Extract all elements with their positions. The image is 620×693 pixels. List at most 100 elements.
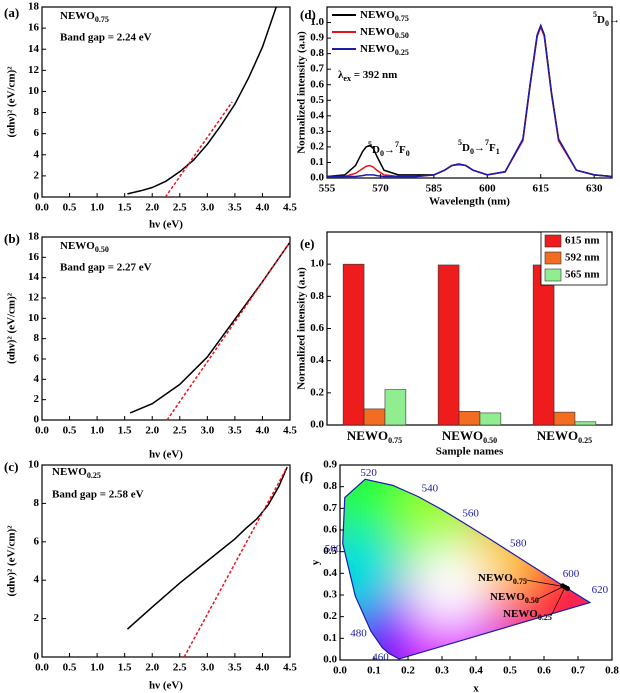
y-tick-label: 0.5 — [310, 94, 324, 106]
y-tick-label: 0.9 — [323, 459, 337, 471]
x-tick-label: 1.5 — [118, 202, 132, 214]
x-tick-label: 1.0 — [90, 202, 104, 214]
line-series — [127, 6, 277, 195]
y-tick-label: 0.0 — [323, 654, 337, 666]
x-tick-label: 0.8 — [605, 665, 619, 677]
y-tick-label: 0.2 — [310, 140, 324, 152]
point — [564, 586, 570, 591]
legend-label: 615 nm — [565, 235, 600, 247]
y-tick-label: 12 — [28, 292, 40, 304]
cie-blob — [342, 528, 402, 619]
y-tick-label: 0 — [34, 191, 40, 203]
y-tick-label: 12 — [28, 64, 40, 76]
x-tick-label: 0.5 — [63, 202, 77, 214]
x-tick-label: 555 — [319, 183, 336, 195]
annotation: Band gap = 2.58 eV — [52, 489, 144, 501]
x-tick-label: 2.5 — [173, 425, 187, 437]
y-tick-label: 0.8 — [310, 290, 324, 302]
annotation: NEWO0.50 — [60, 240, 109, 255]
x-tick-label: 3.0 — [200, 202, 214, 214]
bar — [532, 264, 555, 426]
x-tick-label: 0.7 — [571, 665, 585, 677]
y-tick-label: 16 — [28, 22, 40, 34]
y-tick-label: 10 — [28, 85, 40, 97]
y-tick-label: 0.0 — [310, 419, 324, 431]
cie-blend — [342, 479, 590, 659]
y-tick-label: 0.6 — [310, 78, 324, 90]
line-series — [129, 241, 291, 414]
x-tick-label: 0.1 — [367, 665, 381, 677]
wavelength-label: 540 — [422, 482, 439, 494]
legend-label: NEWO0.25 — [360, 43, 409, 58]
y-axis-label: y — [310, 559, 322, 565]
x-tick-label: 0.5 — [63, 425, 77, 437]
y-tick-label: 6 — [34, 127, 40, 139]
y-tick-label: 8 — [34, 497, 40, 509]
x-tick-label: 2.0 — [145, 662, 159, 674]
panel-label: (d) — [300, 7, 316, 22]
y-tick-label: 14 — [28, 271, 40, 283]
legend-swatch — [544, 268, 562, 282]
panel-label: (f) — [300, 469, 313, 484]
x-axis-label: Wavelength (nm) — [429, 196, 510, 208]
wavelength-label: 500 — [325, 543, 342, 555]
y-tick-label: 6 — [34, 353, 40, 365]
annotation: λex = 392 nm — [338, 69, 397, 84]
legend-swatch — [544, 234, 562, 248]
x-axis-label: hν (eV) — [149, 680, 183, 692]
x-tick-label: 615 — [533, 183, 550, 195]
y-tick-label: 4 — [34, 373, 40, 385]
x-tick-label: 0.0 — [333, 665, 347, 677]
x-tick-label: 4.5 — [283, 425, 297, 437]
line-series — [164, 101, 233, 198]
annotation: 5D0→7F2 — [593, 10, 620, 28]
x-tick-label: 2.5 — [173, 662, 187, 674]
y-tick-label: 2 — [34, 612, 40, 624]
y-tick-label: 14 — [28, 43, 40, 55]
x-tick-label: 3.5 — [228, 425, 242, 437]
annotation: NEWO0.25 — [503, 608, 552, 623]
bar — [342, 263, 365, 426]
x-tick-label: 0.0 — [35, 202, 49, 214]
y-tick-label: 1.0 — [310, 258, 324, 270]
bar — [553, 411, 576, 426]
annotation: Band gap = 2.24 eV — [60, 32, 152, 44]
y-tick-label: 0 — [34, 651, 40, 663]
panel-label: (e) — [300, 236, 314, 251]
wavelength-label: 480 — [350, 628, 367, 640]
spectral-locus — [342, 478, 592, 660]
y-tick-label: 4 — [34, 148, 40, 160]
annotation: 5D0→7F1 — [458, 138, 500, 156]
y-tick-label: 0.5 — [323, 545, 337, 557]
y-axis-label: Normalized intensity (a.u) — [296, 31, 308, 154]
y-tick-label: 0.4 — [323, 567, 337, 579]
wavelength-label: 620 — [592, 584, 609, 596]
y-tick-label: 0.6 — [323, 524, 337, 536]
x-axis-label: Sample names — [436, 446, 504, 458]
y-tick-label: 0.3 — [310, 125, 324, 137]
annotation-arrow — [537, 586, 563, 600]
x-tick-label: 1.0 — [90, 425, 104, 437]
y-tick-label: 0.4 — [310, 109, 324, 121]
x-tick-label: 0.0 — [35, 662, 49, 674]
y-axis-label: Normalized intensity (a.u) — [296, 267, 308, 390]
y-tick-label: 4 — [34, 574, 40, 586]
y-tick-label: 0.1 — [323, 632, 337, 644]
annotation: NEWO0.25 — [52, 466, 101, 481]
y-tick-label: 8 — [34, 106, 40, 118]
bar — [363, 408, 386, 426]
x-tick-label: NEWO0.75 — [347, 428, 402, 445]
plot-frame — [41, 236, 291, 421]
y-tick-label: 0 — [34, 414, 40, 426]
y-tick-label: 0.3 — [323, 589, 337, 601]
line-series — [126, 466, 288, 630]
line-series — [166, 241, 291, 421]
y-tick-label: 0.2 — [323, 610, 337, 622]
annotation: Band gap = 2.27 eV — [60, 262, 152, 274]
x-tick-label: 570 — [372, 183, 389, 195]
x-tick-label: 0.4 — [469, 665, 483, 677]
y-tick-label: 10 — [28, 312, 40, 324]
legend-label: NEWO0.50 — [360, 26, 409, 41]
x-tick-label: 2.5 — [173, 202, 187, 214]
